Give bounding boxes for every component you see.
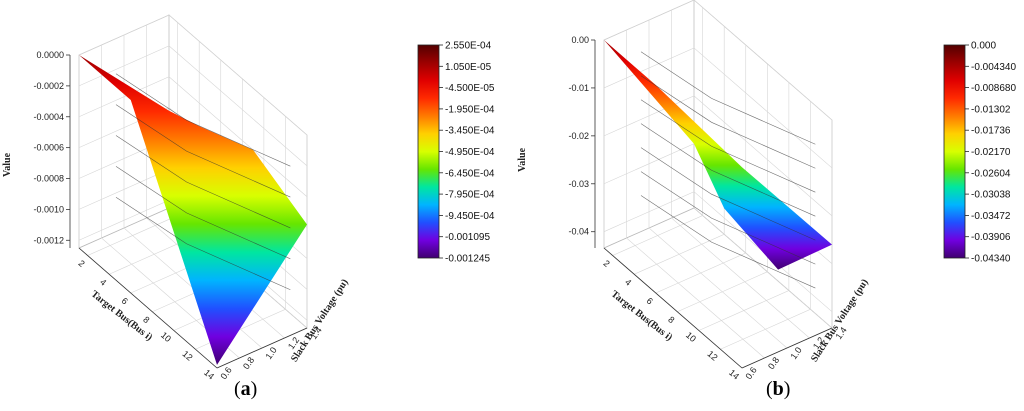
x-axis: 2 4 68 10 12 14 (76, 247, 218, 382)
colorbar-tick-label: -0.01736 (971, 126, 1011, 137)
colorbar-tick-label: 0.000 (971, 41, 996, 52)
x-tick-label: 14 (727, 367, 741, 381)
panel-caption-b: (b) (766, 378, 791, 400)
surface-plot-b: 0.00 -0.01 -0.02 -0.03 -0.04 Value 2 4 68 10 12 14 T… (517, 0, 1016, 382)
z-axis-title: Value (517, 147, 528, 172)
contour-line (115, 73, 291, 167)
z-tick-label: -0.03 (568, 179, 589, 189)
z-axis-title: Value (2, 152, 13, 177)
z-tick-label: -0.01 (568, 83, 589, 93)
panel-caption-a: (a) (234, 378, 258, 400)
x-tick-label: 2 (601, 258, 611, 269)
z-tick-label: -0.0002 (33, 81, 64, 91)
x-tick-label: 8 (141, 314, 151, 325)
z-tick-label: -0.0004 (33, 112, 64, 122)
z-gridline (78, 14, 308, 136)
colorbar-gradient (417, 44, 440, 259)
y-axis-title: Slack Bus Voltage (pu) (809, 277, 871, 364)
colorbar-tick-label: -0.001095 (445, 232, 490, 243)
colorbar-tick-label: -6.450E-04 (445, 168, 495, 179)
x-tick-label: 10 (159, 330, 173, 344)
z-tick-label: -0.0008 (33, 174, 64, 184)
y-gridline (101, 45, 240, 359)
colorbar-tick-label: -0.004340 (971, 62, 1016, 73)
z-tick-label: -0.0012 (33, 235, 64, 245)
y-tick-label: 1.0 (263, 345, 278, 361)
colorbar-tick-label: 2.550E-04 (445, 41, 492, 52)
colorbar: 2.550E-04 1.050E-05 -4.500E-05 -1.950E-04 -3… (417, 41, 495, 265)
x-tick-label: 8 (666, 314, 676, 325)
y-gridline (693, 0, 833, 329)
x-axis-line (78, 247, 218, 369)
chart-panel-b: 0.00 -0.01 -0.02 -0.03 -0.04 Value 2 4 6 8 10 12 14 T… (512, 0, 1024, 411)
x-axis-line (603, 247, 743, 369)
colorbar-tick-label: -0.02604 (971, 168, 1011, 179)
y-gridline (671, 10, 810, 339)
z-tick-label: -0.04 (568, 227, 589, 237)
colorbar: 0.000 -0.004340 -0.008680 -0.01302 -0.01736 -… (943, 41, 1016, 265)
contour-line (115, 104, 291, 198)
colorbar-tick-label: -7.950E-04 (445, 190, 495, 201)
contour-line (640, 171, 816, 265)
colorbar-tick-label: -3.450E-04 (445, 126, 495, 137)
x-tick-label: 4 (98, 277, 108, 288)
colorbar-tick-label: -4.950E-04 (445, 147, 495, 158)
z-tick-label: 0.00 (571, 35, 589, 45)
z-axis: 0.0000 -0.0002 -0.0004 -0.0006 -0.0008 -0.001… (33, 50, 71, 248)
contour-lines (640, 51, 816, 289)
y-tick-label: 1.0 (788, 345, 803, 361)
z-tick-label: -0.0006 (33, 143, 64, 153)
x-tick-label: 12 (705, 349, 719, 363)
contour-line (115, 196, 291, 290)
x-tick-label: 6 (120, 296, 130, 307)
y-tick-label: 0.8 (766, 355, 781, 371)
contour-line (640, 195, 816, 289)
colorbar-tick-label: -0.04340 (971, 254, 1011, 265)
x-axis: 2 4 68 10 12 14 (601, 247, 743, 382)
contour-lines (115, 73, 291, 290)
y-axis-line (216, 327, 308, 369)
x-tick-label: 12 (180, 349, 194, 363)
z-axis: 0.00 -0.01 -0.02 -0.03 -0.04 (568, 35, 596, 248)
colorbar-tick-label: -0.008680 (971, 83, 1016, 94)
x-tick-label: 6 (645, 296, 655, 307)
y-tick-label: 0.8 (241, 355, 256, 371)
colorbar-tick-label: -4.500E-05 (445, 83, 495, 94)
x-axis-title: Target Bus(Bus i) (609, 289, 675, 344)
contour-line (640, 123, 816, 217)
z-tick-label: 0.0000 (36, 50, 64, 60)
colorbar-tick-label: -0.02170 (971, 147, 1011, 158)
colorbar-tick-label: -9.450E-04 (445, 211, 495, 222)
contour-line (640, 99, 816, 193)
colorbar-tick-label: -0.03906 (971, 232, 1011, 243)
z-gridline (603, 0, 833, 121)
contour-line (640, 51, 816, 145)
x-tick-label: 14 (202, 367, 216, 381)
contour-line (115, 135, 291, 229)
z-tick-label: -0.0010 (33, 204, 64, 214)
colorbar-tick-label: -0.01302 (971, 104, 1011, 115)
x-axis-title: Target Bus(Bus i) (89, 289, 155, 344)
chart-panel-a: 0.0000 -0.0002 -0.0004 -0.0006 -0.0008 -0.001… (2, 14, 495, 400)
y-tick-label: 0.6 (743, 365, 758, 381)
contour-line (115, 166, 291, 260)
colorbar-tick-label: -0.03472 (971, 211, 1011, 222)
colorbar-tick-label: -0.001245 (445, 254, 490, 265)
x-tick-label: 4 (623, 277, 633, 288)
z-tick-label: -0.02 (568, 131, 589, 141)
surface-plot-a: 0.0000 -0.0002 -0.0004 -0.0006 -0.0008 -0.001… (2, 14, 495, 382)
colorbar-gradient (943, 44, 966, 259)
x-tick-label: 2 (76, 258, 86, 269)
colorbar-tick-label: -1.950E-04 (445, 104, 495, 115)
y-tick-label: 0.6 (218, 365, 233, 381)
colorbar-tick-label: 1.050E-05 (445, 62, 492, 73)
contour-line (640, 147, 816, 241)
y-axis-line (741, 327, 833, 369)
contour-line (640, 75, 816, 169)
y-gridline (626, 30, 765, 359)
x-tick-label: 10 (684, 330, 698, 344)
surface-mesh (79, 55, 307, 365)
surface-mesh (604, 40, 832, 270)
colorbar-tick-label: -0.03038 (971, 190, 1011, 201)
